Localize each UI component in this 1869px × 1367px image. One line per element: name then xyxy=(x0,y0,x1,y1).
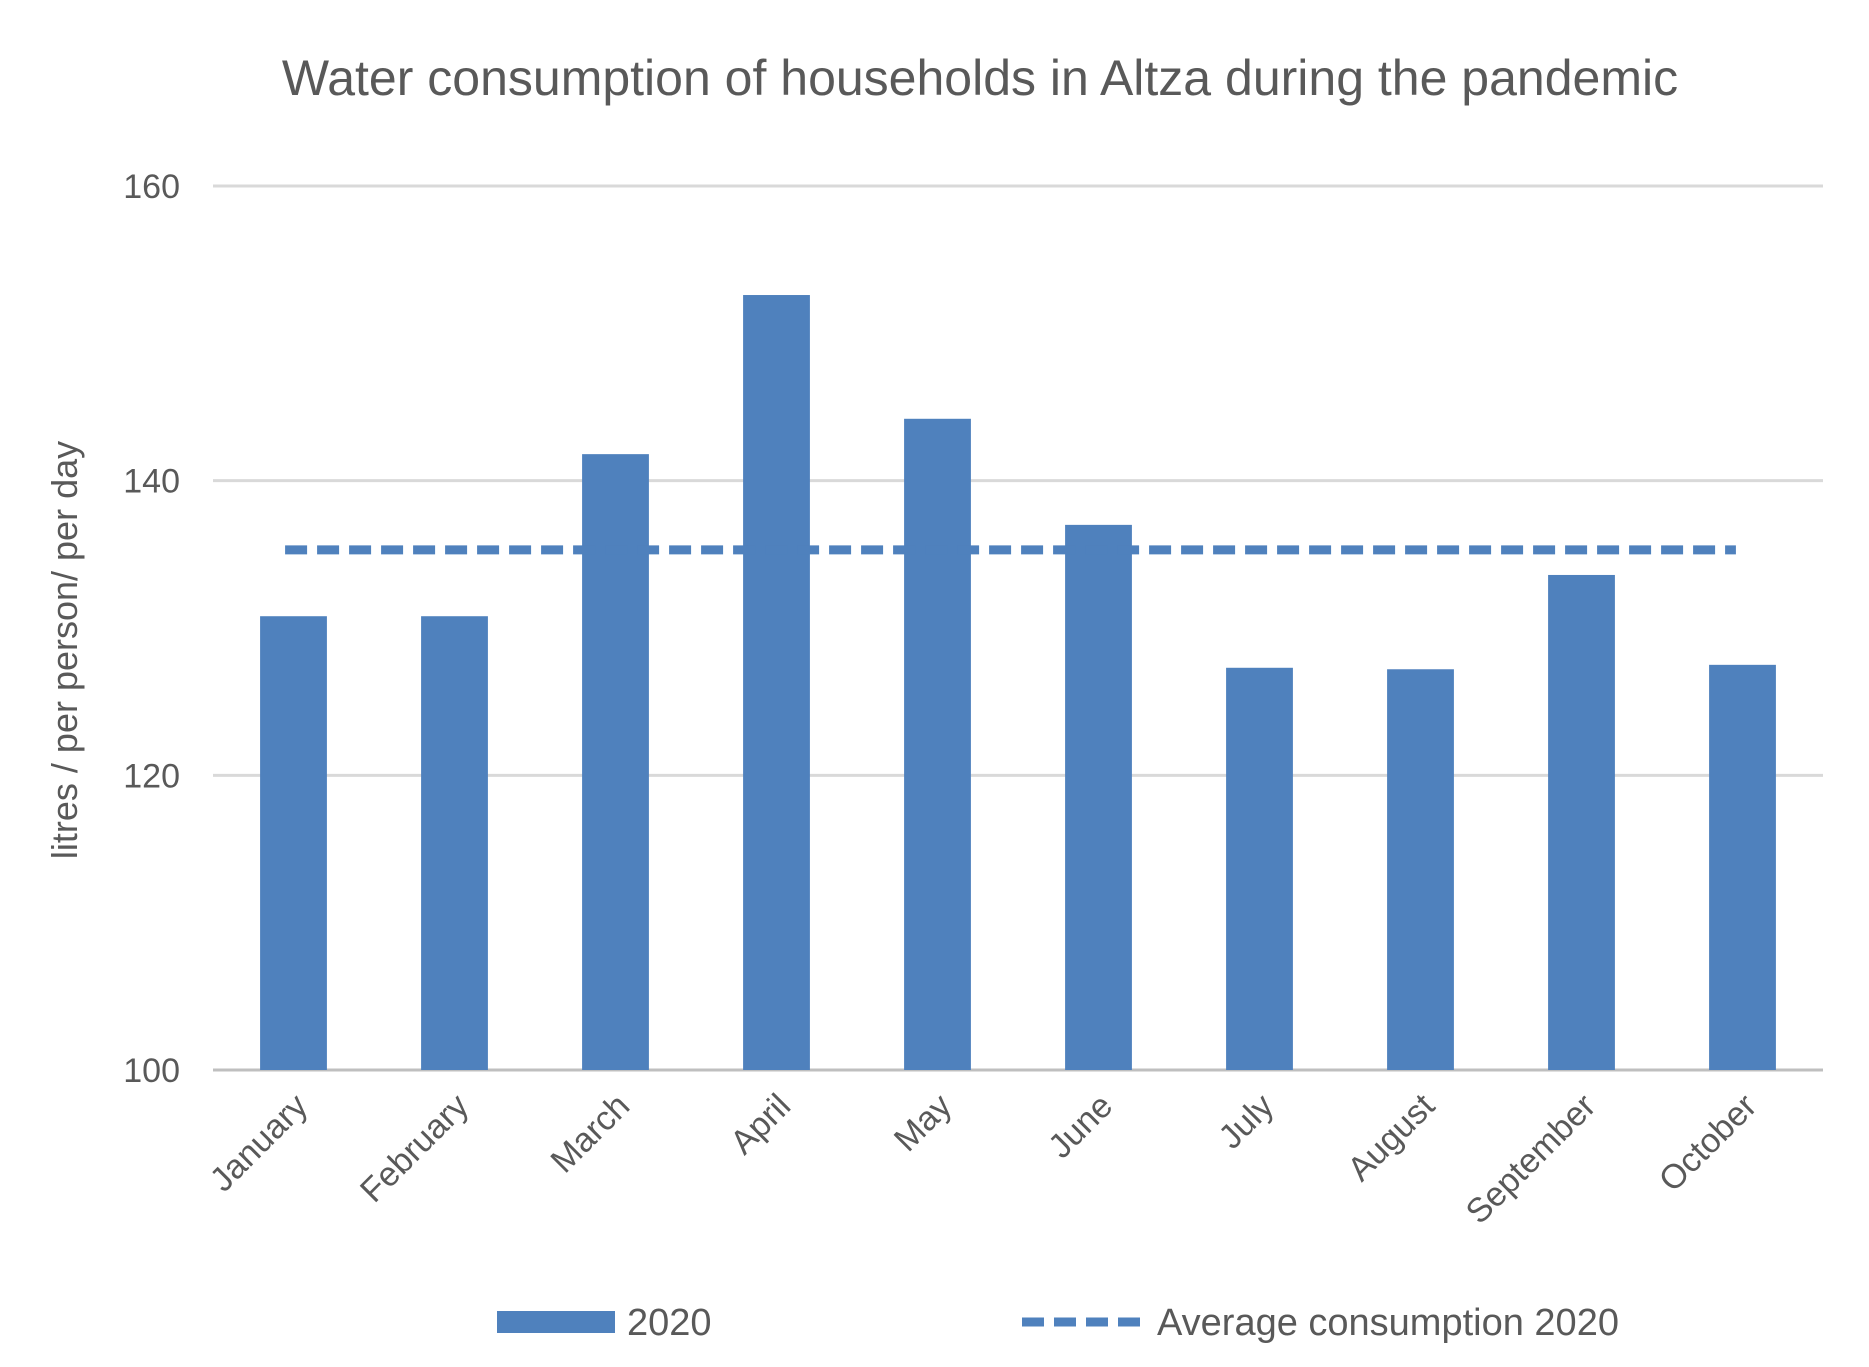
bar-series xyxy=(260,295,1776,1071)
bar xyxy=(421,616,488,1070)
x-tick-label: April xyxy=(723,1087,798,1162)
legend: 2020 Average consumption 2020 xyxy=(497,1302,1619,1344)
bar xyxy=(904,418,971,1071)
bar xyxy=(260,616,327,1070)
x-tick-label: June xyxy=(1041,1087,1120,1166)
y-tick-label: 120 xyxy=(123,757,180,795)
x-axis-ticks: January February March April May June July Augu… xyxy=(203,1086,1764,1231)
y-tick-label: 160 xyxy=(123,168,180,206)
bar xyxy=(743,295,810,1070)
bar xyxy=(1387,669,1454,1070)
bar xyxy=(1065,524,1132,1070)
bar xyxy=(1709,664,1776,1070)
legend-label-bar: 2020 xyxy=(627,1302,712,1344)
legend-swatch-bar xyxy=(497,1311,615,1333)
y-axis-label: litres / per person/ per day xyxy=(44,441,85,859)
y-axis-ticks: 100 120 140 160 xyxy=(123,168,180,1090)
x-tick-label: February xyxy=(353,1087,476,1210)
x-tick-label: January xyxy=(203,1087,315,1199)
chart-title: Water consumption of households in Altza… xyxy=(282,50,1678,106)
y-tick-label: 100 xyxy=(123,1052,180,1090)
legend-label-line: Average consumption 2020 xyxy=(1157,1302,1619,1344)
bar xyxy=(1548,574,1615,1070)
bar xyxy=(582,454,649,1070)
x-tick-label: March xyxy=(543,1087,637,1181)
x-tick-label: August xyxy=(1340,1086,1442,1188)
x-tick-label: May xyxy=(887,1087,959,1159)
y-tick-label: 140 xyxy=(123,463,180,501)
x-tick-label: October xyxy=(1652,1087,1764,1199)
x-tick-label: July xyxy=(1212,1087,1282,1157)
x-tick-label: September xyxy=(1459,1087,1603,1231)
bar xyxy=(1226,667,1293,1070)
